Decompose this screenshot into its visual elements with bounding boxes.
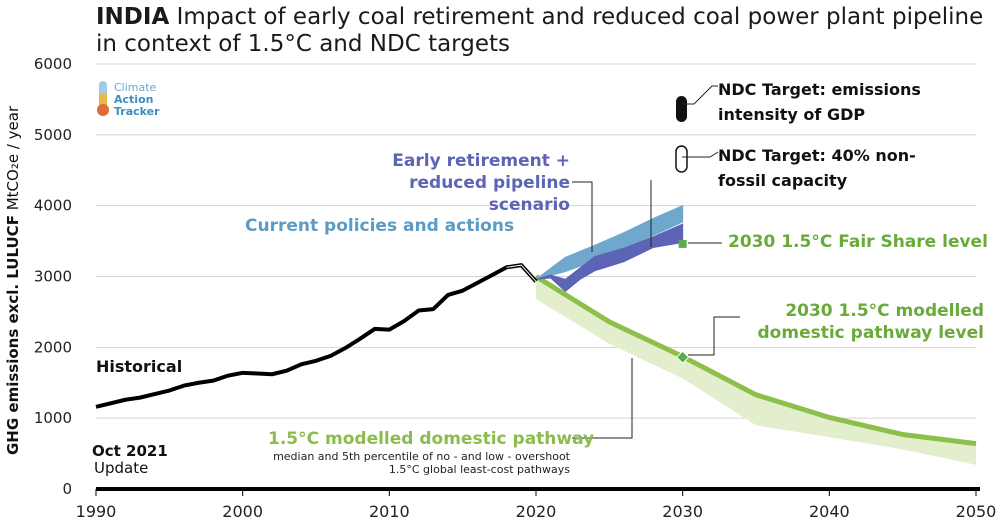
x-tick-label-2050: 2050 bbox=[956, 502, 997, 521]
leader-pathway bbox=[572, 358, 633, 439]
pathway-note: median and 5th percentile of no - and lo… bbox=[273, 450, 570, 476]
x-tick-label-2030: 2030 bbox=[662, 502, 703, 521]
x-tick-label-2000: 2000 bbox=[222, 502, 263, 521]
fair-share-marker bbox=[678, 239, 687, 248]
historical-highlight bbox=[506, 264, 537, 282]
y-tick-label-5000: 5000 bbox=[34, 126, 72, 144]
y-tick-label-6000: 6000 bbox=[34, 55, 72, 73]
y-tick-label-0: 0 bbox=[62, 480, 72, 498]
pathway-band bbox=[536, 276, 976, 465]
ndc-nonfossil-icon bbox=[675, 145, 688, 173]
x-tick-label-2010: 2010 bbox=[369, 502, 410, 521]
logo-text-2: Action bbox=[114, 93, 154, 106]
thermometer-icon bbox=[97, 81, 109, 116]
current-policies-label: Current policies and actions bbox=[245, 216, 515, 236]
early-retirement-label: Early retirement + reduced pipeline scen… bbox=[392, 151, 570, 215]
series bbox=[95, 96, 977, 465]
climate-action-tracker-logo: Climate Action Tracker bbox=[96, 80, 176, 120]
pathway-median-line bbox=[534, 274, 977, 447]
update-date: Oct 2021 bbox=[92, 442, 168, 460]
leader-ndc-nonfossil bbox=[682, 151, 719, 158]
leader-domestic-level bbox=[688, 316, 740, 356]
logo-text-1: Climate bbox=[114, 81, 157, 94]
y-axis-label: GHG emissions excl. LULUCF MtCO₂e / year bbox=[4, 105, 22, 455]
ndc-intensity-label: NDC Target: emissions intensity of GDP bbox=[718, 80, 921, 124]
x-tick-label-2040: 2040 bbox=[809, 502, 850, 521]
axes: 0 1000 2000 3000 4000 5000 6000 1990 2000 2010 202… bbox=[34, 55, 997, 521]
y-tick-label-4000: 4000 bbox=[34, 197, 72, 215]
domestic-level-marker bbox=[675, 350, 690, 364]
y-tick-label-1000: 1000 bbox=[34, 409, 72, 427]
logo-text-3: Tracker bbox=[114, 105, 160, 118]
chart-title: INDIA Impact of early coal retirement an… bbox=[96, 4, 984, 57]
x-tick-label-2020: 2020 bbox=[516, 502, 557, 521]
annotation-leaders bbox=[572, 85, 740, 439]
ndc-intensity-icon bbox=[676, 96, 687, 122]
fair-share-label: 2030 1.5°C Fair Share level bbox=[728, 232, 988, 252]
update-label: Update bbox=[94, 459, 149, 477]
y-tick-label-2000: 2000 bbox=[34, 338, 72, 356]
early-retirement-band bbox=[535, 223, 684, 293]
historical-label: Historical bbox=[96, 357, 183, 376]
leader-ndc-intensity bbox=[682, 85, 718, 105]
domestic-level-label: 2030 1.5°C modelled domestic pathway lev… bbox=[757, 301, 984, 343]
leader-current-policies bbox=[572, 181, 593, 252]
historical-line bbox=[95, 263, 538, 409]
y-tick-label-3000: 3000 bbox=[34, 268, 72, 286]
x-tick-label-1990: 1990 bbox=[76, 502, 117, 521]
ndc-nonfossil-label: NDC Target: 40% non-fossil capacity bbox=[718, 146, 916, 190]
pathway-label: 1.5°C modelled domestic pathway bbox=[268, 429, 595, 449]
